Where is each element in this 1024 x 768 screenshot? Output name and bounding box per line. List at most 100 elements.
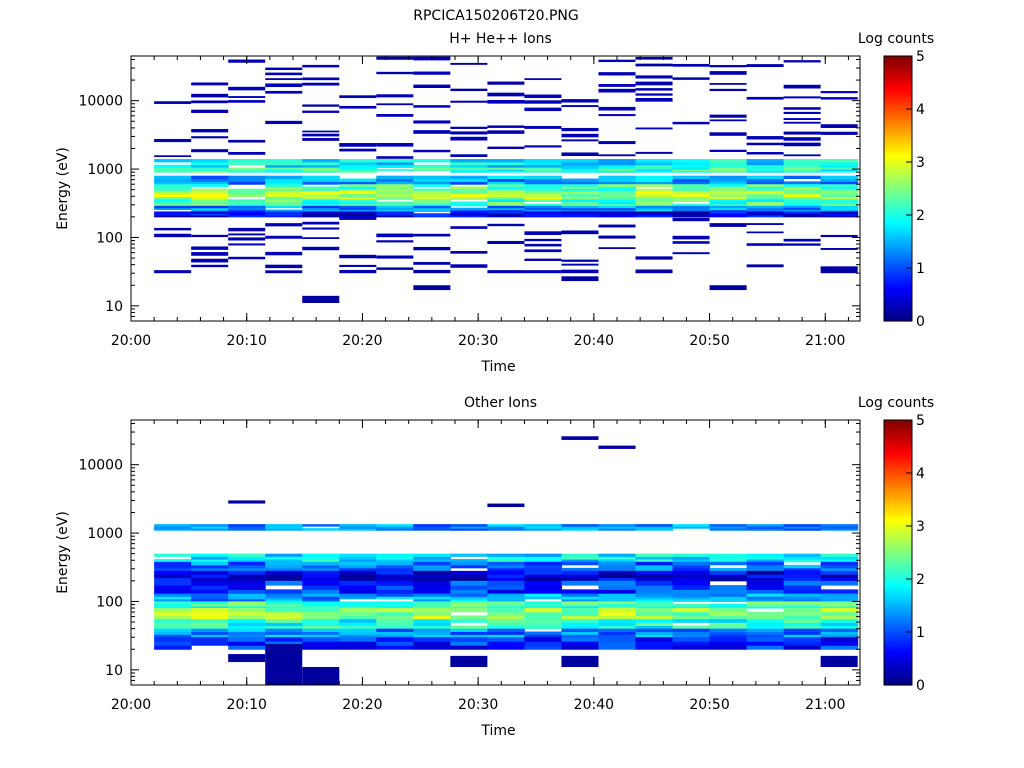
heatmap-cell	[820, 524, 859, 527]
heatmap-cell	[487, 199, 525, 203]
colorbar-swatch	[884, 66, 912, 70]
heatmap-cell	[635, 164, 674, 169]
heatmap-cell	[228, 100, 266, 103]
heatmap-cell	[783, 608, 822, 613]
heatmap-cell	[339, 561, 377, 566]
heatmap-cell	[191, 129, 229, 133]
heatmap-cell	[709, 524, 748, 527]
heatmap-cell	[487, 169, 525, 172]
heatmap-cell	[302, 628, 340, 633]
colorbar-swatch	[884, 56, 912, 60]
heatmap-cell	[709, 637, 748, 642]
heatmap-cell	[746, 193, 785, 198]
colorbar-swatch	[884, 106, 912, 110]
heatmap-cell	[635, 622, 674, 627]
heatmap-cell	[709, 553, 748, 557]
heatmap-cell	[598, 235, 636, 239]
heatmap-cell	[376, 574, 414, 579]
x-axis-label: Time	[480, 723, 515, 739]
heatmap-cell	[746, 603, 785, 607]
heatmap-cell	[339, 264, 377, 267]
heatmap-cell	[339, 611, 377, 616]
heatmap-cell	[672, 181, 711, 185]
heatmap-cell	[820, 598, 859, 602]
heatmap-cell	[302, 82, 340, 86]
heatmap-cell	[228, 631, 266, 635]
heatmap-cell	[746, 207, 785, 211]
heatmap-cell	[709, 596, 748, 600]
heatmap-cell	[154, 641, 192, 646]
heatmap-cell	[635, 524, 674, 527]
heatmap-cell	[487, 223, 525, 227]
heatmap-cell	[524, 645, 562, 650]
heatmap-cell	[561, 188, 599, 192]
heatmap-cell	[487, 553, 525, 557]
heatmap-cell	[265, 72, 303, 76]
heatmap-cell	[376, 628, 414, 633]
heatmap-cell	[302, 199, 340, 203]
heatmap-cell	[783, 169, 822, 172]
heatmap-cell	[450, 62, 488, 65]
heatmap-cell	[746, 524, 785, 527]
heatmap-cell	[561, 589, 599, 595]
heatmap-cell	[561, 178, 599, 182]
heatmap-cell	[339, 634, 377, 638]
heatmap-cell	[228, 608, 266, 613]
colorbar-swatch	[884, 658, 912, 662]
heatmap-cell	[450, 136, 488, 141]
heatmap-cell	[339, 170, 377, 173]
heatmap-cell	[487, 577, 525, 582]
colorbar-tick-label: 0	[916, 314, 925, 330]
heatmap-cell	[228, 559, 266, 563]
heatmap-cell	[487, 159, 525, 163]
heatmap-cell	[635, 605, 674, 609]
colorbar-swatch	[884, 462, 912, 466]
y-tick-label: 100	[96, 594, 123, 610]
heatmap-cell	[191, 149, 229, 153]
heatmap-cell	[524, 270, 562, 274]
heatmap-cell	[672, 175, 711, 180]
heatmap-cell	[413, 175, 451, 180]
heatmap-cell	[191, 213, 229, 216]
colorbar-swatch	[884, 568, 912, 572]
heatmap-cell	[598, 608, 637, 613]
heatmap-cell	[598, 169, 637, 172]
heatmap-cell	[524, 553, 562, 557]
colorbar-swatch	[884, 629, 912, 633]
heatmap-cell	[487, 526, 525, 529]
heatmap-cell	[672, 589, 711, 595]
colorbar-swatch	[884, 230, 912, 235]
heatmap-cell	[339, 207, 377, 211]
heatmap-cell	[524, 589, 562, 595]
heatmap-cell	[524, 238, 562, 242]
heatmap-cell	[450, 608, 488, 613]
colorbar-label: Log counts	[858, 395, 934, 411]
colorbar-swatch	[884, 196, 912, 200]
heatmap-cell	[228, 561, 266, 566]
heatmap-cell	[339, 593, 377, 597]
heatmap-cell	[228, 178, 266, 182]
colorbar-swatch	[884, 294, 912, 298]
heatmap-cell	[820, 215, 859, 218]
heatmap-cell	[709, 203, 748, 207]
heatmap-cell	[376, 190, 414, 195]
heatmap-cell	[302, 138, 340, 141]
heatmap-cell	[376, 637, 414, 642]
heatmap-cell	[339, 585, 377, 590]
colorbar-swatch	[884, 547, 912, 551]
heatmap-cell	[450, 561, 488, 566]
heatmap-cell	[487, 556, 525, 560]
heatmap-cell	[450, 605, 488, 609]
heatmap-cell	[265, 215, 303, 218]
colorbar-swatch	[884, 98, 912, 102]
heatmap-cell	[524, 615, 562, 620]
heatmap-cell	[413, 196, 451, 200]
heatmap-cell	[672, 580, 711, 586]
heatmap-cell	[635, 75, 673, 79]
heatmap-cell	[820, 91, 858, 94]
heatmap-cell	[783, 213, 822, 216]
x-tick-label: 20:10	[227, 333, 267, 349]
heatmap-cell	[672, 585, 711, 590]
heatmap-cell	[635, 608, 674, 613]
heatmap-cell	[487, 270, 525, 274]
